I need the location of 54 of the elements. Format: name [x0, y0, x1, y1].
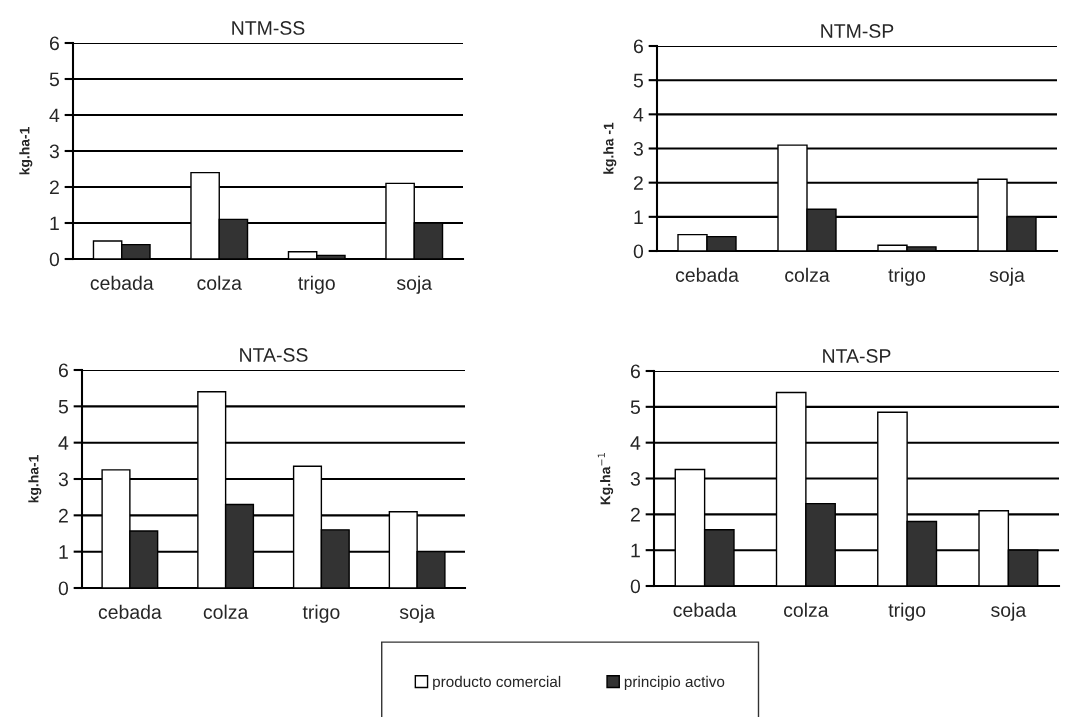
- x-tick-label: trigo: [302, 604, 340, 623]
- y-tick-label: 4: [58, 436, 69, 450]
- x-tick-label: colza: [785, 267, 830, 282]
- y-axis-title: kg.ha-1: [19, 127, 33, 175]
- y-axis-title: Kg.ha$^{−1}$: [597, 453, 614, 505]
- y-tick-label: 5: [630, 400, 640, 415]
- y-tick-label: 2: [49, 180, 59, 195]
- y-tick-label: 6: [630, 364, 640, 379]
- y-tick-label: 6: [49, 36, 59, 51]
- y-tick-label: 3: [630, 471, 640, 486]
- x-tick-label: colza: [203, 604, 249, 619]
- y-tick-label: 3: [49, 144, 59, 159]
- x-tick-label: cebada: [90, 275, 154, 290]
- x-tick-label: cebada: [98, 604, 162, 619]
- y-tick-label: 2: [630, 507, 640, 522]
- x-tick-label: soja: [991, 602, 1027, 621]
- y-tick-label: 4: [633, 108, 644, 122]
- y-tick-label: 6: [58, 363, 68, 378]
- y-tick-label: 4: [630, 436, 641, 450]
- y-tick-label: 0: [630, 579, 641, 594]
- x-tick-label: trigo: [298, 275, 335, 294]
- x-tick-label: soja: [396, 275, 433, 294]
- y-tick-label: 1: [59, 545, 68, 559]
- y-tick-label: 6: [633, 39, 643, 54]
- legend-label: principio activo: [624, 675, 725, 691]
- y-tick-label: 3: [633, 141, 643, 156]
- chart-title: NTM-SP: [821, 24, 894, 38]
- y-tick-label: 5: [49, 72, 59, 87]
- y-tick-label: 0: [633, 244, 644, 259]
- y-tick-label: 2: [58, 508, 68, 523]
- y-tick-label: 0: [58, 581, 69, 596]
- y-tick-label: 5: [58, 400, 68, 414]
- y-tick-label: 3: [58, 472, 68, 487]
- y-tick-label: 4: [49, 108, 60, 123]
- y-axis-title: kg.ha -1: [603, 122, 617, 174]
- y-tick-label: 1: [634, 210, 643, 224]
- chart-title: NTA-SS: [240, 348, 308, 362]
- legend-label: producto comercial: [433, 675, 561, 691]
- x-tick-label: cebada: [675, 267, 739, 282]
- x-tick-label: soja: [989, 267, 1025, 286]
- chart-title: NTA-SP: [823, 349, 891, 363]
- x-tick-label: trigo: [888, 267, 926, 286]
- y-tick-label: 5: [633, 73, 643, 88]
- x-tick-label: trigo: [888, 602, 926, 621]
- x-tick-label: soja: [399, 604, 435, 623]
- x-tick-label: colza: [197, 275, 242, 290]
- chart-title: NTM-SS: [232, 21, 305, 35]
- y-tick-label: 0: [49, 252, 60, 267]
- y-axis-title: kg.ha-1: [28, 455, 42, 503]
- y-tick-label: 1: [50, 216, 59, 231]
- x-tick-label: cebada: [673, 602, 737, 617]
- y-tick-label: 2: [633, 176, 643, 190]
- y-tick-label: 1: [631, 543, 640, 558]
- x-tick-label: colza: [784, 602, 829, 617]
